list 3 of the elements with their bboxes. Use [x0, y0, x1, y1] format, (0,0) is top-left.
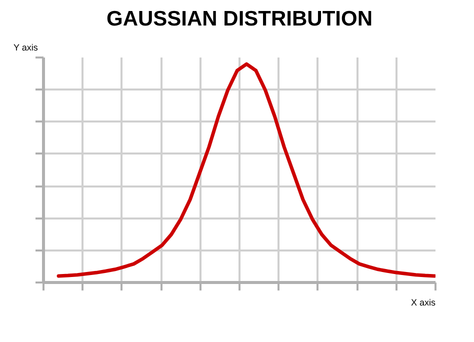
y-axis-title: Y axis [14, 42, 38, 52]
x-axis-title: X axis [410, 298, 436, 308]
chart-title: GAUSSIAN DISTRIBUTION [106, 8, 373, 30]
